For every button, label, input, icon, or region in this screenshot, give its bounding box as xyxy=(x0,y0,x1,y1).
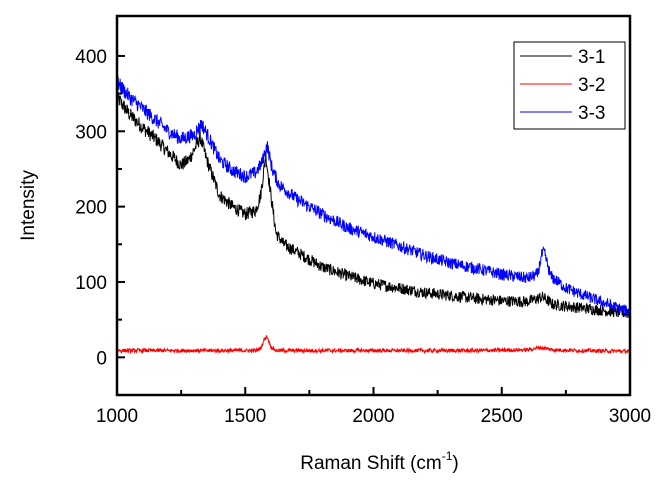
y-tick-label: 0 xyxy=(96,348,107,369)
x-tick-label: 1000 xyxy=(96,406,138,427)
x-tick-label: 2000 xyxy=(352,406,394,427)
y-tick-label: 300 xyxy=(75,122,107,143)
y-tick-label: 400 xyxy=(75,47,107,68)
legend-label: 3-2 xyxy=(578,75,605,96)
tick-layer: 1000 1500 2000 2500 3000 0 100 200 300 400 xyxy=(75,47,651,427)
y-tick-label: 200 xyxy=(75,198,107,219)
x-axis-title-superscript: -1 xyxy=(442,449,453,463)
series-line-3-2 xyxy=(116,335,631,355)
legend-label: 3-1 xyxy=(578,47,605,68)
x-axis-title-main: Raman Shift (cm xyxy=(300,453,441,474)
y-axis-title: Intensity xyxy=(18,170,39,241)
x-axis-title-close: ) xyxy=(452,453,458,474)
y-tick-label: 100 xyxy=(75,273,107,294)
series-line-3-1 xyxy=(116,91,631,319)
x-axis-title: Raman Shift (cm-1) xyxy=(300,449,458,474)
x-tick-label: 1500 xyxy=(224,406,266,427)
legend: 3-1 3-2 3-3 xyxy=(513,41,626,130)
series-layer xyxy=(116,76,631,355)
legend-label: 3-3 xyxy=(578,103,605,124)
x-tick-label: 3000 xyxy=(609,406,651,427)
x-tick-label: 2500 xyxy=(481,406,523,427)
series-line-3-3 xyxy=(116,76,631,317)
legend-box xyxy=(513,41,626,130)
